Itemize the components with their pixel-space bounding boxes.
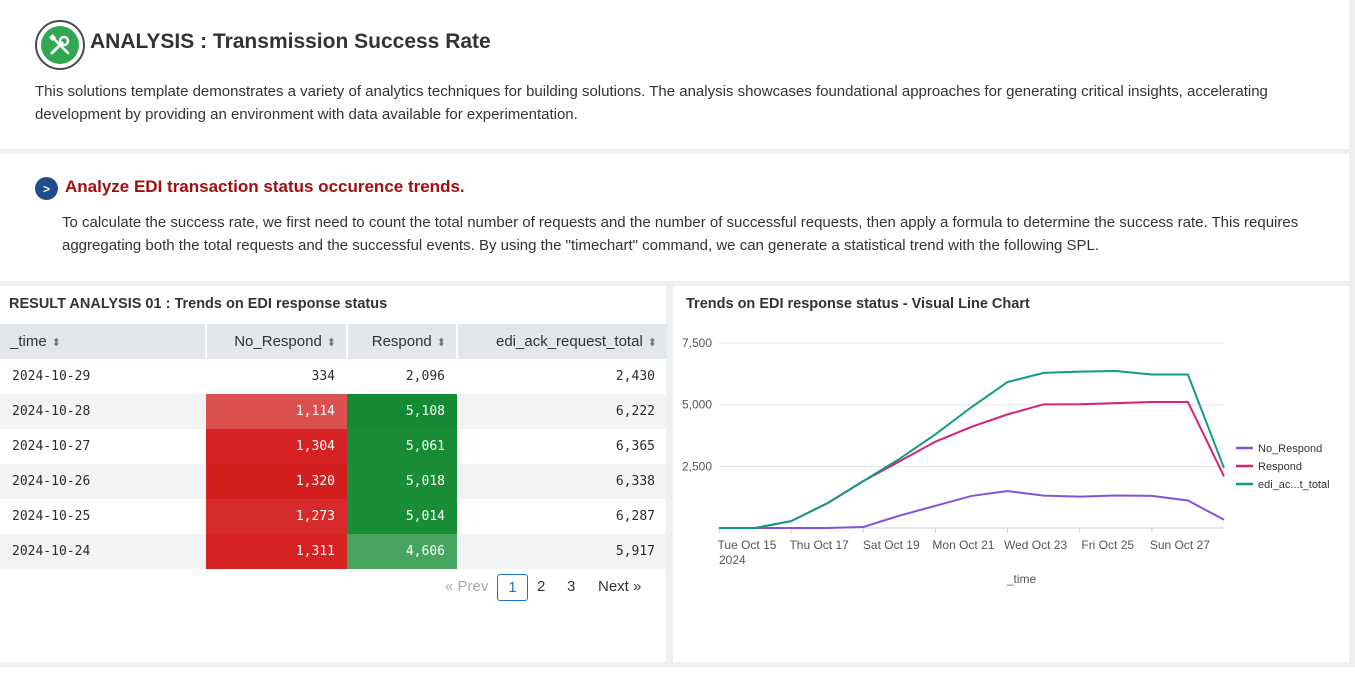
chart-title: Trends on EDI response status - Visual L… [686, 296, 1030, 312]
intro-panel [0, 154, 1349, 281]
y-tick-label: 5,000 [682, 398, 712, 412]
legend-label: Respond [1258, 461, 1302, 473]
cell-respond: 5,014 [347, 499, 457, 534]
legend-label: edi_ac...t_total [1258, 479, 1330, 491]
pagination-prev[interactable]: « Prev [445, 578, 489, 595]
pagination-next[interactable]: Next » [598, 578, 642, 595]
y-tick-label: 2,500 [682, 459, 712, 473]
column-label: edi_ack_request_total [496, 333, 643, 350]
column-header-no-respond[interactable]: No_Respond ⬍ [206, 324, 348, 359]
tools-icon [35, 20, 85, 70]
cell-respond: 2,096 [405, 369, 445, 384]
x-tick-label: Sun Oct 27 [1150, 538, 1210, 552]
column-header-respond[interactable]: Respond ⬍ [347, 324, 458, 359]
series-line [719, 489, 1225, 529]
cell-no-respond: 1,304 [206, 429, 347, 464]
cell-total: 6,365 [615, 439, 655, 454]
cell-time: 2024-10-29 [12, 369, 91, 384]
cell-no-respond: 334 [311, 369, 335, 384]
cell-time: 2024-10-25 [12, 509, 91, 524]
pagination-page-1[interactable]: 1 [497, 574, 528, 601]
y-tick-label: 7,500 [682, 336, 712, 350]
table-row[interactable]: 2024-10-28 1,114 5,108 6,222 [0, 394, 667, 429]
line-chart: 2,500 5,000 7,500 Tue Oct 15 Thu Oct 17 Sat O… [682, 336, 1330, 586]
x-tick-label: Wed Oct 23 [1004, 538, 1067, 552]
pagination-page-2[interactable]: 2 [537, 578, 546, 595]
cell-respond: 5,108 [347, 394, 457, 429]
cell-respond: 5,018 [347, 464, 457, 499]
table-row[interactable]: 2024-10-26 1,320 5,018 6,338 [0, 464, 667, 499]
x-tick-year-label: 2024 [719, 553, 746, 567]
section-title: Analyze EDI transaction status occurence… [65, 177, 465, 196]
table-title: RESULT ANALYSIS 01 : Trends on EDI respo… [9, 296, 388, 312]
cell-total: 6,338 [457, 464, 667, 499]
cell-respond: 4,606 [347, 534, 457, 569]
x-axis-label: _time [1006, 572, 1037, 586]
cell-time: 2024-10-28 [0, 394, 206, 429]
chart-panel [673, 286, 1349, 662]
cell-no-respond: 1,273 [206, 499, 347, 534]
column-label: Respond [371, 333, 432, 350]
page-description: This solutions template demonstrates a v… [35, 83, 1268, 123]
cell-no-respond: 1,114 [206, 394, 347, 429]
column-label: _time [10, 333, 47, 350]
x-tick-label: Sat Oct 19 [863, 538, 920, 552]
column-header-time[interactable]: _time ⬍ [0, 324, 207, 359]
column-label: No_Respond [234, 333, 322, 350]
header-panel [0, 0, 1349, 149]
cell-time: 2024-10-24 [0, 534, 206, 569]
sort-icon[interactable]: ⬍ [51, 337, 61, 349]
chevron-right-icon[interactable]: > [35, 177, 58, 200]
x-tick-label: Fri Oct 25 [1081, 538, 1134, 552]
column-header-total[interactable]: edi_ack_request_total ⬍ [457, 324, 667, 359]
x-tick-label: Tue Oct 15 [718, 538, 777, 552]
table-row[interactable]: 2024-10-25 1,273 5,014 6,287 [0, 499, 667, 534]
pagination-page-3[interactable]: 3 [567, 578, 576, 595]
cell-total: 5,917 [457, 534, 667, 569]
x-tick-label: Thu Oct 17 [789, 538, 849, 552]
cell-total: 2,430 [615, 369, 655, 384]
footer-panel [0, 667, 1355, 679]
results-table: _time ⬍ No_Respond ⬍ Respond ⬍ edi_ack_requ… [0, 324, 667, 569]
series-line [719, 369, 1225, 529]
cell-total: 6,222 [457, 394, 667, 429]
cell-no-respond: 1,311 [206, 534, 347, 569]
page-title: ANALYSIS : Transmission Success Rate [90, 30, 491, 53]
series-line [719, 401, 1225, 529]
cell-no-respond: 1,320 [206, 464, 347, 499]
cell-total: 6,287 [615, 509, 655, 524]
cell-time: 2024-10-27 [12, 439, 91, 454]
sort-icon[interactable]: ⬍ [436, 337, 446, 349]
x-tick-label: Mon Oct 21 [932, 538, 994, 552]
table-row[interactable]: 2024-10-24 1,311 4,606 5,917 [0, 534, 667, 569]
cell-time: 2024-10-26 [0, 464, 206, 499]
sort-icon[interactable]: ⬍ [326, 337, 336, 349]
table-row[interactable]: 2024-10-27 1,304 5,061 6,365 [0, 429, 667, 464]
table-row[interactable]: 2024-10-29 334 2,096 2,430 [0, 359, 667, 394]
section-description: To calculate the success rate, we first … [62, 214, 1299, 254]
legend-label: No_Respond [1258, 443, 1322, 455]
cell-respond: 5,061 [347, 429, 457, 464]
sort-icon[interactable]: ⬍ [647, 337, 657, 349]
